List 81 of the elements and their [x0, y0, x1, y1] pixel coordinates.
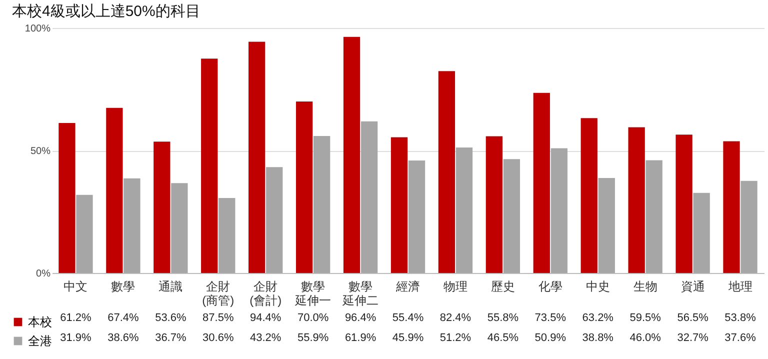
- data-label: 55.4%: [392, 312, 424, 324]
- x-tick-label: 數學延伸二: [342, 280, 379, 308]
- bar: [390, 137, 408, 273]
- bar: [218, 198, 236, 273]
- y-tick-label: 50%: [30, 146, 51, 157]
- data-label: 94.4%: [250, 312, 282, 324]
- bar: [124, 178, 140, 273]
- x-tick-label: 資通: [680, 280, 705, 294]
- x-tick-label: 生物: [633, 280, 658, 294]
- bar: [106, 108, 123, 273]
- bar: [408, 160, 426, 273]
- legend-label: 全港: [28, 334, 52, 348]
- bar: [314, 136, 330, 273]
- data-label: 46.0%: [630, 332, 662, 344]
- bar: [248, 42, 266, 273]
- data-label: 51.2%: [440, 332, 472, 344]
- y-tick-label: 0%: [36, 268, 51, 280]
- bar: [550, 148, 568, 273]
- data-label: 53.6%: [155, 312, 186, 324]
- y-tick-label: 100%: [24, 24, 51, 34]
- data-label: 43.2%: [250, 332, 282, 344]
- bar: [723, 141, 740, 273]
- data-label: 87.5%: [202, 312, 234, 324]
- bar: [360, 121, 378, 273]
- bar: [486, 136, 502, 273]
- x-tick-label: 經濟: [395, 280, 420, 294]
- data-label: 67.4%: [108, 312, 140, 324]
- x-tick-label: 通識: [158, 280, 183, 294]
- bar: [296, 102, 313, 273]
- data-label: 55.8%: [487, 312, 519, 324]
- x-tick-label: 企財(會計): [250, 280, 282, 308]
- bar: [740, 180, 758, 273]
- data-label: 96.4%: [344, 312, 376, 324]
- data-label: 45.9%: [392, 332, 424, 344]
- bar: [438, 71, 456, 273]
- bar: [598, 178, 615, 273]
- x-tick-label: 中文: [64, 280, 88, 294]
- bar: [628, 127, 645, 273]
- bar: [676, 134, 692, 273]
- data-label: 50.9%: [534, 332, 566, 344]
- x-tick-label: 企財(商管): [202, 280, 234, 308]
- x-tick-label: 地理: [727, 280, 752, 294]
- bar: [201, 58, 218, 273]
- data-label: 82.4%: [440, 312, 472, 324]
- bar: [456, 148, 473, 273]
- bar: [154, 142, 170, 273]
- data-label: 63.2%: [582, 312, 614, 324]
- data-label: 70.0%: [297, 312, 329, 324]
- data-label: 36.7%: [155, 332, 186, 344]
- data-label: 38.6%: [108, 332, 140, 344]
- bar: [266, 167, 283, 273]
- bar: [533, 92, 550, 273]
- data-label: 53.8%: [724, 312, 756, 324]
- chart-title: 本校4級或以上達50%的科目: [12, 3, 200, 20]
- x-tick-label: 數學延伸一: [294, 280, 332, 308]
- data-label: 61.2%: [60, 312, 92, 324]
- legend-label: 本校: [28, 315, 52, 329]
- data-label: 38.8%: [582, 332, 614, 344]
- bar: [646, 160, 662, 273]
- data-label: 61.9%: [344, 332, 376, 344]
- data-label: 37.6%: [724, 332, 756, 344]
- data-label: 31.9%: [60, 332, 92, 344]
- data-label: 55.9%: [297, 332, 329, 344]
- bar: [503, 159, 520, 273]
- data-label: 30.6%: [202, 332, 234, 344]
- x-tick-label: 化學: [538, 280, 562, 294]
- bar: [58, 123, 76, 273]
- data-label: 46.5%: [487, 332, 519, 344]
- data-label: 32.7%: [677, 332, 709, 344]
- data-label: 73.5%: [534, 312, 566, 324]
- data-label: 56.5%: [677, 312, 709, 324]
- bar: [76, 194, 93, 273]
- x-tick-label: 中史: [586, 280, 610, 294]
- bar: [343, 36, 360, 273]
- bar: [171, 183, 188, 273]
- data-label: 59.5%: [630, 312, 662, 324]
- bar: [580, 118, 598, 273]
- bar: [693, 192, 710, 273]
- x-tick-label: 物理: [443, 280, 468, 294]
- x-tick-label: 數學: [111, 280, 136, 294]
- x-tick-label: 歷史: [490, 280, 515, 294]
